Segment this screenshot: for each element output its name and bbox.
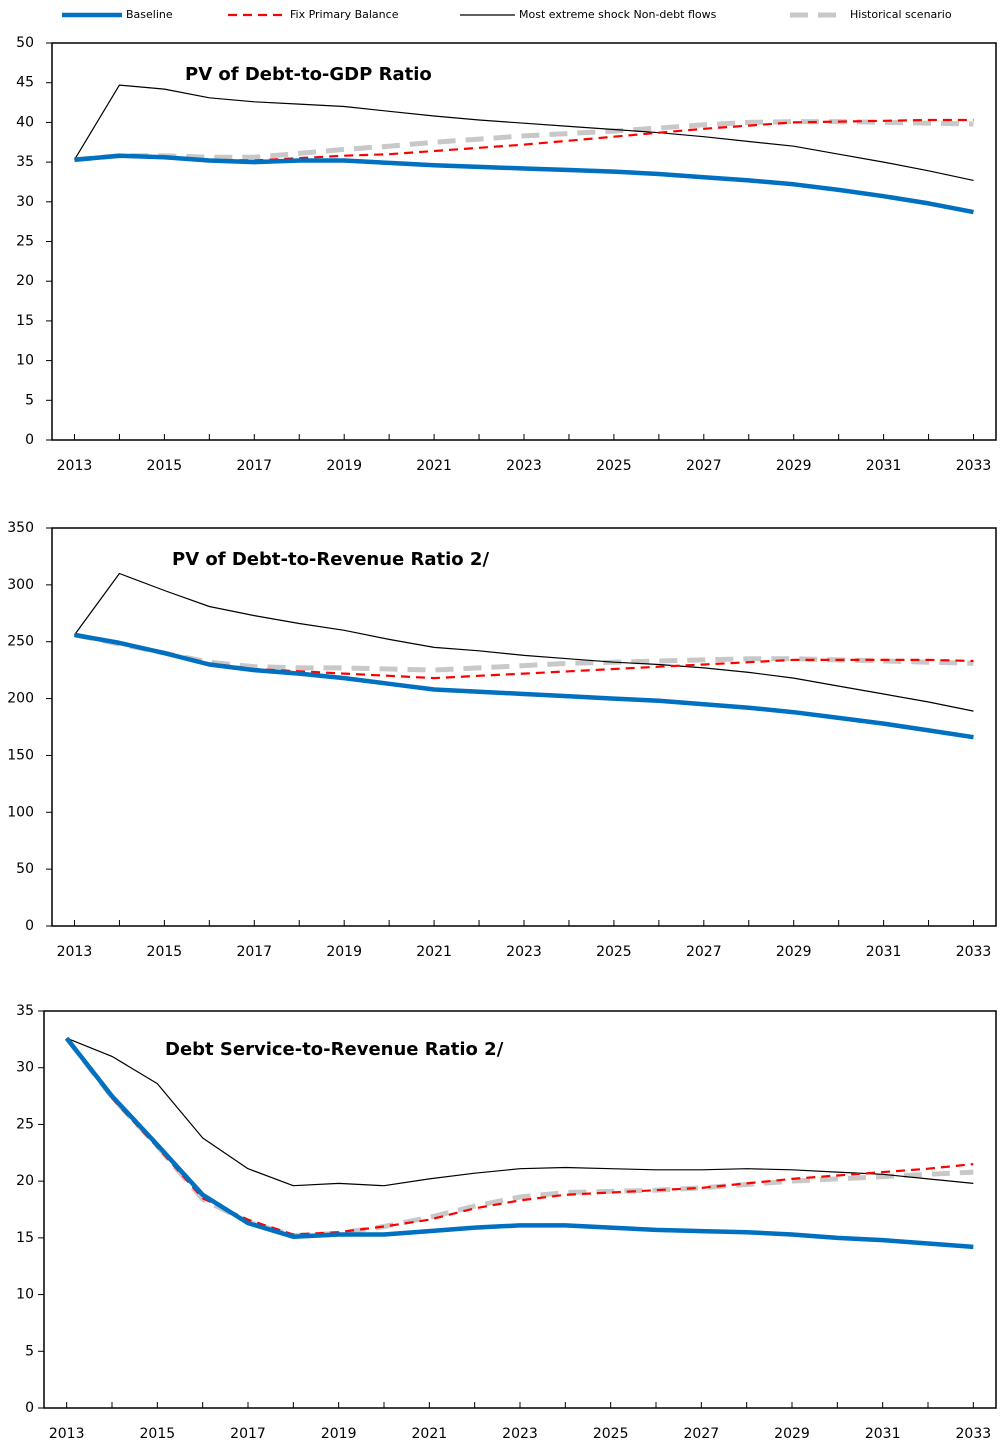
x-tick-label: 2027 bbox=[686, 944, 722, 960]
x-tick-label: 2029 bbox=[774, 1426, 810, 1442]
x-tick-label: 2027 bbox=[684, 1426, 720, 1442]
y-tick-label: 50 bbox=[16, 35, 34, 51]
y-tick-label: 0 bbox=[25, 432, 34, 448]
plot-frame bbox=[51, 42, 997, 441]
y-tick-label: 25 bbox=[16, 1116, 34, 1132]
y-tick-label: 250 bbox=[7, 634, 34, 650]
x-tick-label: 2019 bbox=[326, 458, 362, 474]
series-line bbox=[74, 118, 974, 162]
x-tick-label: 2013 bbox=[57, 944, 93, 960]
y-tick-label: 5 bbox=[25, 392, 34, 408]
y-tick-label: 30 bbox=[16, 194, 34, 210]
x-tick-label: 2019 bbox=[326, 944, 362, 960]
y-tick-label: 200 bbox=[7, 691, 34, 707]
series-line bbox=[74, 153, 974, 215]
legend-label: Baseline bbox=[126, 8, 173, 21]
y-tick-label: 150 bbox=[7, 747, 34, 763]
y-tick-label: 20 bbox=[16, 1173, 34, 1189]
x-tick-label: 2025 bbox=[596, 944, 632, 960]
x-tick-label: 2019 bbox=[321, 1426, 357, 1442]
x-tick-label: 2031 bbox=[866, 458, 902, 474]
x-tick-label: 2023 bbox=[502, 1426, 538, 1442]
y-tick-label: 5 bbox=[25, 1343, 34, 1359]
y-tick-label: 300 bbox=[7, 577, 34, 593]
x-tick-label: 2017 bbox=[230, 1426, 266, 1442]
y-tick-label: 35 bbox=[16, 154, 34, 170]
y-tick-label: 40 bbox=[16, 114, 34, 130]
x-tick-label: 2021 bbox=[416, 458, 452, 474]
series-line bbox=[66, 1037, 974, 1187]
chart-title: PV of Debt-to-GDP Ratio bbox=[185, 64, 432, 85]
y-tick-label: 35 bbox=[16, 1003, 34, 1019]
x-tick-label: 2015 bbox=[147, 458, 183, 474]
y-tick-label: 30 bbox=[16, 1060, 34, 1076]
series-line bbox=[74, 119, 974, 163]
x-tick-label: 2033 bbox=[956, 1426, 992, 1442]
legend-label: Historical scenario bbox=[850, 8, 952, 21]
y-tick-label: 25 bbox=[16, 234, 34, 250]
series-line bbox=[74, 572, 974, 712]
plot-frame bbox=[51, 527, 997, 927]
legend-label: Most extreme shock Non-debt flows bbox=[519, 8, 717, 21]
x-tick-label: 2023 bbox=[506, 458, 542, 474]
series-line bbox=[64, 1036, 974, 1250]
series-line bbox=[74, 633, 974, 680]
x-tick-label: 2015 bbox=[147, 944, 183, 960]
x-tick-label: 2029 bbox=[776, 944, 812, 960]
series-line bbox=[65, 1037, 974, 1236]
y-tick-label: 45 bbox=[16, 75, 34, 91]
x-tick-label: 2025 bbox=[596, 458, 632, 474]
x-tick-label: 2023 bbox=[506, 944, 542, 960]
x-tick-label: 2033 bbox=[956, 944, 992, 960]
x-tick-label: 2017 bbox=[236, 944, 272, 960]
y-tick-label: 100 bbox=[7, 804, 34, 820]
y-tick-label: 15 bbox=[16, 313, 34, 329]
y-tick-label: 10 bbox=[16, 1287, 34, 1303]
x-tick-label: 2031 bbox=[866, 944, 902, 960]
chart-title: Debt Service-to-Revenue Ratio 2/ bbox=[165, 1039, 504, 1060]
y-tick-label: 50 bbox=[16, 861, 34, 877]
x-tick-label: 2027 bbox=[686, 458, 722, 474]
y-tick-label: 20 bbox=[16, 273, 34, 289]
y-tick-label: 0 bbox=[25, 918, 34, 934]
x-tick-label: 2015 bbox=[140, 1426, 176, 1442]
series-line bbox=[73, 84, 974, 181]
series-line bbox=[74, 632, 974, 740]
y-tick-label: 10 bbox=[16, 353, 34, 369]
plot-frame bbox=[43, 1010, 997, 1409]
x-tick-label: 2033 bbox=[956, 458, 992, 474]
chart-title: PV of Debt-to-Revenue Ratio 2/ bbox=[172, 549, 489, 570]
x-tick-label: 2029 bbox=[776, 458, 812, 474]
x-tick-label: 2031 bbox=[865, 1426, 901, 1442]
x-tick-label: 2025 bbox=[593, 1426, 629, 1442]
x-tick-label: 2017 bbox=[236, 458, 272, 474]
legend-label: Fix Primary Balance bbox=[290, 8, 399, 21]
series-line bbox=[64, 1036, 974, 1239]
x-tick-label: 2021 bbox=[412, 1426, 448, 1442]
series-line bbox=[74, 632, 974, 673]
y-tick-label: 15 bbox=[16, 1230, 34, 1246]
x-tick-label: 2021 bbox=[416, 944, 452, 960]
x-tick-label: 2013 bbox=[57, 458, 93, 474]
y-tick-label: 0 bbox=[25, 1400, 34, 1416]
x-tick-label: 2013 bbox=[49, 1426, 85, 1442]
y-tick-label: 350 bbox=[7, 520, 34, 536]
